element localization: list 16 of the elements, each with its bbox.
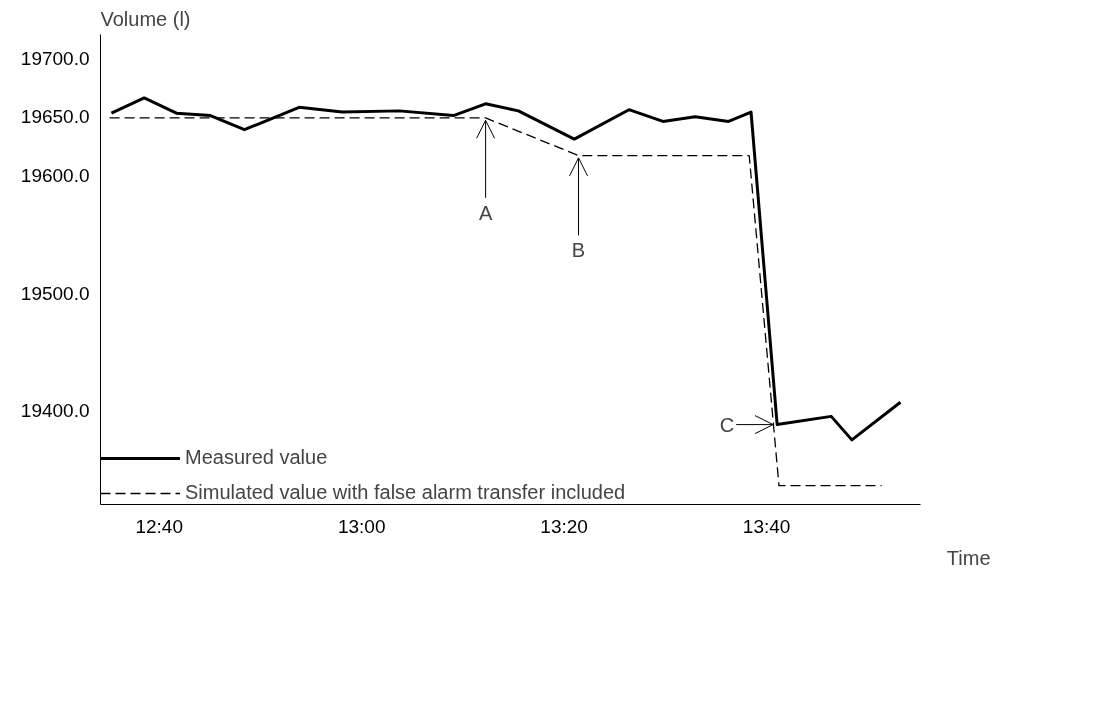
x-tick-label: 13:40	[742, 515, 791, 537]
annotation: C	[719, 413, 735, 436]
annotation: B	[571, 239, 586, 262]
y-tick-label: 19400.0	[20, 400, 90, 421]
x-tick-label: 13:00	[337, 515, 386, 537]
y-tick-label: 19650.0	[20, 106, 90, 128]
y-tick-label: 19600.0	[20, 165, 90, 186]
y-tick-label: 19700.0	[20, 47, 90, 69]
y-axis-title: Volume (l)	[100, 7, 191, 30]
legend-label: Simulated value with false alarm transfer included	[185, 481, 626, 504]
annotation: A	[478, 201, 493, 224]
x-tick-label: 13:20	[540, 515, 588, 537]
x-tick-label: 12:40	[135, 515, 184, 537]
x-axis-title: Time	[946, 546, 991, 569]
y-tick-label: 19500.0	[20, 282, 90, 304]
legend-label: Measured value	[185, 446, 328, 469]
